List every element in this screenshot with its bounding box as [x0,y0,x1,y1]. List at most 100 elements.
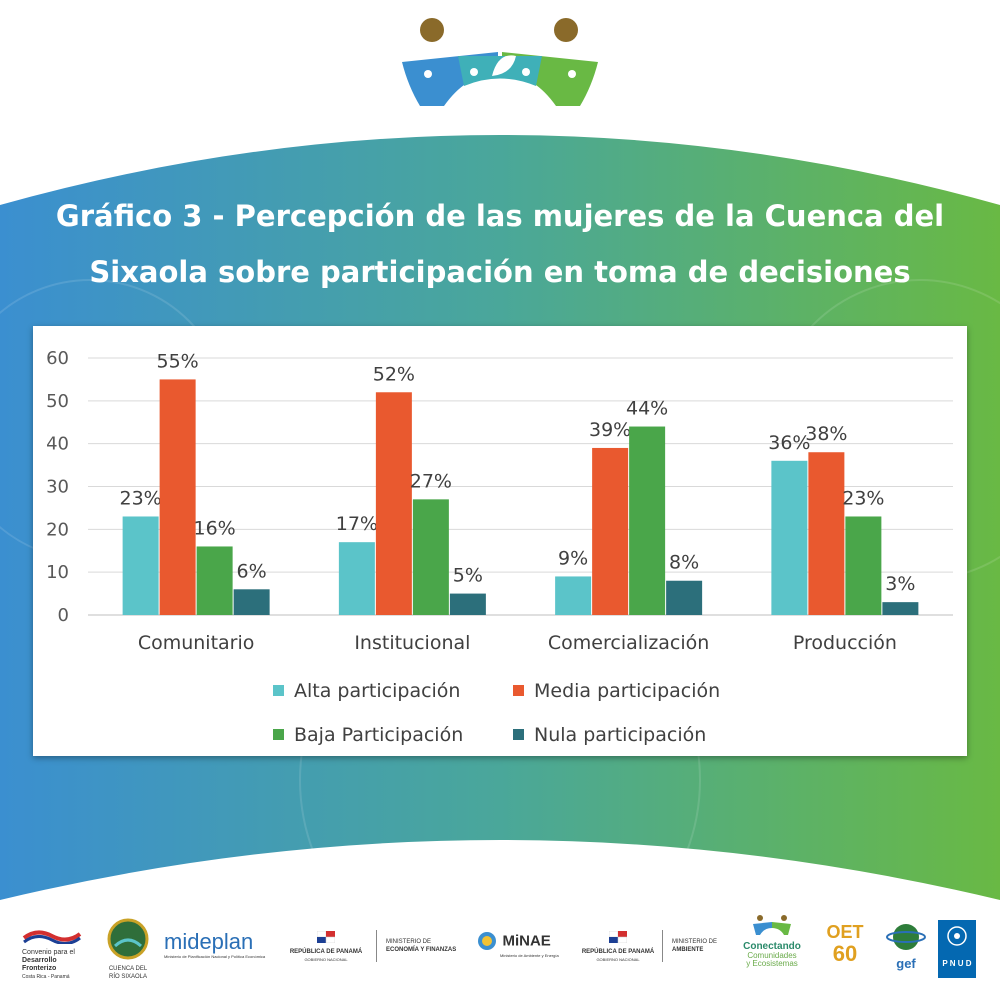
legend-item: Media participación [513,678,720,704]
minae-name: MiNAE [502,932,551,950]
legend-label: Nula participación [534,724,707,746]
bar [122,516,159,615]
x-category-label: Comunitario [138,632,255,654]
bar [666,580,703,615]
data-label: 5% [453,565,483,587]
convenio-line-1: Convenio para el [22,949,75,956]
bar [196,546,233,615]
bar [159,379,196,615]
chart-title-line-1: Gráfico 3 - Percepción de las mujeres de… [55,199,945,233]
panama2-line-2: GOBIERNO NACIONAL [596,957,640,962]
data-label: 44% [626,398,668,420]
conectando-logo: Conectando Comunidades y Ecosistemas [736,914,808,968]
legend-label: Alta participación [294,680,461,702]
data-label: 6% [237,560,267,582]
panama2-line-1: REPÚBLICA DE PANAMÁ [581,949,655,955]
legend-item: Alta participación [273,678,460,704]
legend-label: Media participación [534,680,721,702]
bar [882,602,919,615]
minae-logo: MiNAE Ministerio de Ambiente y Energía [476,930,566,960]
sponsor-logos-row: Convenio para el Desarrollo Fronterizo C… [0,900,1000,990]
chart-title: Gráfico 3 - Percepción de las mujeres de… [20,188,980,300]
bar [771,460,808,615]
bar [845,516,882,615]
logo-divider-2 [662,930,663,962]
miambiente-logo: MINISTERIO DE AMBIENTE [672,938,732,954]
bar [592,447,629,615]
data-label: 38% [805,423,847,445]
legend-swatch [513,685,524,696]
miambiente-line-2: AMBIENTE [672,947,704,953]
hand-icon [478,932,496,950]
legend-item: Baja Participación [273,722,463,748]
logo-divider-1 [376,930,377,962]
legend-swatch [273,729,284,740]
bar [555,576,592,615]
bar [449,593,486,615]
conectando-line-1: Conectando [743,941,801,952]
data-label: 39% [589,419,631,441]
panama-flag-icon [608,930,628,944]
conectando-line-2: Comunidades [747,951,797,960]
pnud-name: P N U D [942,959,972,968]
oet-name: OET [826,922,864,942]
data-label: 8% [669,552,699,574]
legend-swatch [273,685,284,696]
conectando-top-logo [402,18,598,106]
legend-swatch [513,729,524,740]
panama-flag-icon [316,930,336,944]
bar-chart: 0 10 20 30 40 50 60 23% 55% 16%6% Comunitario 17% 52… [46,348,953,654]
globe-icon [886,924,926,950]
cuenca-logo: CUENCA DEL RÍO SIXAOLA [102,918,154,981]
bar [375,392,412,615]
cuenca-line-1: CUENCA DEL [108,966,148,972]
convenio-line-3: Costa Rica - Panamá [22,974,70,980]
panama1-line-2: GOBIERNO NACIONAL [304,957,348,962]
y-tick-label: 40 [46,434,69,455]
y-tick-label: 20 [46,519,69,540]
y-tick-label: 60 [46,348,69,369]
pnud-logo: P N U D [938,920,976,978]
data-label: 23% [120,487,162,509]
un-emblem-icon [947,926,967,946]
data-label: 16% [194,517,236,539]
conectando-line-3: y Ecosistemas [746,959,798,968]
cuenca-seal-icon [107,918,149,960]
x-category-label: Producción [793,632,897,654]
mideplan-name: mideplan [164,929,254,954]
y-tick-label: 0 [58,605,69,626]
mef-line-1: MINISTERIO DE [386,939,432,945]
mideplan-logo: mideplan Ministerio de Planificación Nac… [164,929,274,960]
conectando-mini-icon [753,915,791,935]
mef-logo: MINISTERIO DE ECONOMÍA Y FINANZAS [386,938,476,954]
gef-name: gef [896,956,916,971]
miambiente-line-1: MINISTERIO DE [672,939,718,945]
data-label: 17% [336,513,378,535]
panama-gobierno-logo-2: REPÚBLICA DE PANAMÁ GOBIERNO NACIONAL [576,930,660,964]
y-tick-label: 10 [46,562,69,583]
data-label: 9% [558,547,588,569]
data-label: 3% [885,573,915,595]
panama1-line-1: REPÚBLICA DE PANAMÁ [289,949,363,955]
x-category-label: Institucional [354,632,470,654]
bar [338,542,375,615]
y-tick-label: 30 [46,477,69,498]
bar [808,452,845,615]
oet-logo: OET 60 [818,922,872,966]
cuenca-line-2: RÍO SIXAOLA [108,974,147,980]
chart-panel: 0 10 20 30 40 50 60 23% 55% 16% 6% Comunitario 17% 52… [33,326,967,756]
flag-wave-icon [22,930,82,945]
bar [629,426,666,615]
x-category-label: Comercialización [548,632,709,654]
y-tick-label: 50 [46,391,69,412]
data-label: 23% [842,487,884,509]
bar [233,589,270,615]
bar [412,499,449,615]
data-label: 52% [373,363,415,385]
minae-sub: Ministerio de Ambiente y Energía [500,953,559,958]
convenio-logo: Convenio para el Desarrollo Fronterizo C… [22,928,92,981]
oet-number: 60 [832,941,858,966]
data-label: 27% [410,470,452,492]
mef-line-2: ECONOMÍA Y FINANZAS [386,947,457,953]
